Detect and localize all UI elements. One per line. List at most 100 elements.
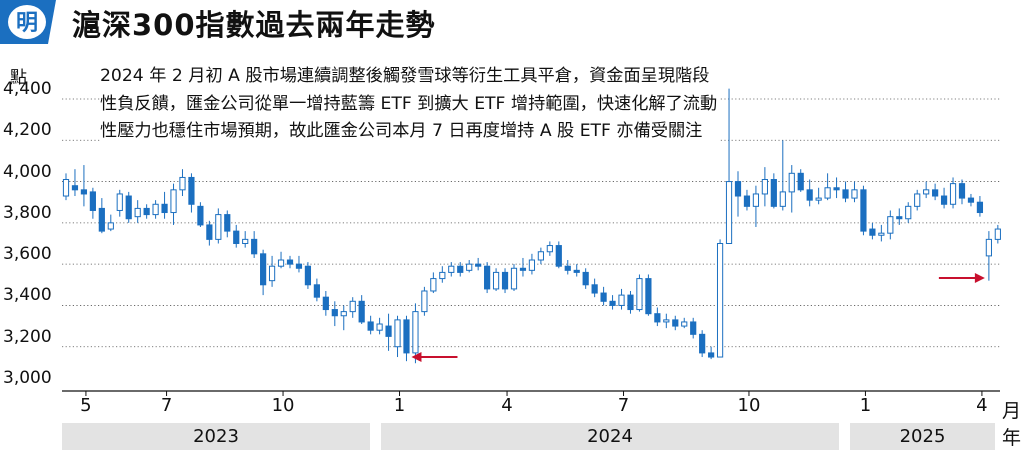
candle-body	[887, 216, 894, 234]
candle-body	[555, 245, 562, 267]
arrow-head	[411, 352, 422, 362]
candlesticks	[62, 88, 1001, 364]
candle-body	[107, 222, 114, 230]
candle	[206, 220, 213, 246]
candle-body	[251, 238, 258, 255]
candle	[645, 274, 652, 316]
candle	[555, 241, 562, 269]
candle	[340, 305, 347, 331]
candle-body	[600, 292, 607, 302]
candle	[734, 171, 742, 217]
x-tick-label: 10	[737, 395, 761, 416]
candle-body	[851, 189, 858, 199]
chart-title: 滬深300指數過去兩年走勢	[72, 8, 436, 42]
candle	[932, 183, 939, 201]
candle-body	[609, 300, 616, 306]
candle	[188, 173, 195, 213]
candle	[770, 173, 777, 209]
candle-body	[439, 271, 446, 280]
candle-body	[824, 187, 831, 199]
candle	[537, 247, 544, 265]
candle	[725, 88, 733, 244]
candle	[295, 255, 303, 273]
candle	[627, 290, 634, 314]
candle-body	[519, 267, 527, 271]
candle-body	[815, 197, 822, 201]
candle	[949, 177, 957, 209]
candle-body	[725, 181, 733, 244]
candle	[699, 330, 706, 358]
candle	[654, 307, 661, 327]
candle-body	[537, 251, 544, 261]
y-tick-label: 3,400	[3, 285, 52, 306]
candle	[985, 231, 992, 281]
candle-body	[152, 203, 159, 216]
candle-body	[260, 253, 267, 286]
candle	[242, 231, 249, 248]
candle-body	[914, 193, 921, 207]
candle-body	[313, 284, 320, 298]
candle-body	[833, 187, 840, 191]
candle-body	[501, 271, 509, 290]
candle	[806, 179, 813, 207]
y-tick-label: 3,800	[3, 202, 52, 223]
candle-body	[546, 245, 553, 253]
candle-body	[215, 214, 222, 240]
candle-body	[197, 205, 204, 226]
candle	[681, 317, 688, 329]
candle-body	[932, 189, 939, 197]
candle	[833, 177, 840, 199]
x-tick-label: 1	[393, 395, 406, 416]
candle	[528, 253, 536, 275]
candle-body	[716, 243, 724, 358]
candle	[994, 224, 1001, 244]
candle-body	[421, 290, 428, 313]
candle	[62, 173, 70, 201]
candle-body	[358, 300, 365, 323]
candle	[958, 179, 966, 205]
candle	[98, 198, 105, 234]
candle	[304, 262, 312, 289]
candle-body	[958, 183, 966, 199]
candle	[385, 313, 392, 351]
x-tick-label: 10	[271, 395, 295, 416]
candle	[439, 266, 446, 283]
candle-body	[322, 296, 329, 311]
candle-body	[967, 197, 975, 203]
candle	[215, 208, 222, 244]
candle	[89, 187, 96, 219]
y-tick-label: 3,200	[3, 326, 52, 347]
year-band-2025: 2025	[850, 423, 995, 450]
candle	[430, 272, 437, 294]
candle	[331, 301, 338, 327]
candle-body	[573, 269, 580, 273]
candle	[376, 317, 383, 335]
candle-body	[860, 189, 867, 232]
candle-body	[672, 319, 679, 327]
candle	[125, 191, 132, 223]
candle	[940, 187, 948, 209]
candle-body	[492, 271, 500, 290]
candle-body	[170, 189, 177, 214]
candle	[914, 189, 921, 211]
candle	[716, 239, 724, 358]
candle	[251, 231, 258, 258]
candle-body	[842, 189, 849, 199]
candle-body	[340, 311, 347, 317]
candle-body	[761, 179, 768, 195]
x-tick-label: 5	[80, 395, 92, 416]
candle	[690, 317, 697, 339]
x-tick-label: 7	[617, 395, 630, 416]
candle-body	[98, 207, 105, 232]
candle-body	[242, 238, 249, 245]
candle-body	[564, 265, 571, 271]
candle	[143, 204, 150, 219]
candle-body	[708, 352, 715, 358]
y-tick-label: 4,200	[3, 120, 52, 141]
candle-body	[466, 263, 473, 271]
candle	[896, 208, 903, 225]
x-tick-label: 4	[976, 395, 988, 416]
candle-body	[277, 259, 285, 267]
year-band-2024: 2024	[381, 423, 839, 450]
candle	[510, 264, 518, 291]
